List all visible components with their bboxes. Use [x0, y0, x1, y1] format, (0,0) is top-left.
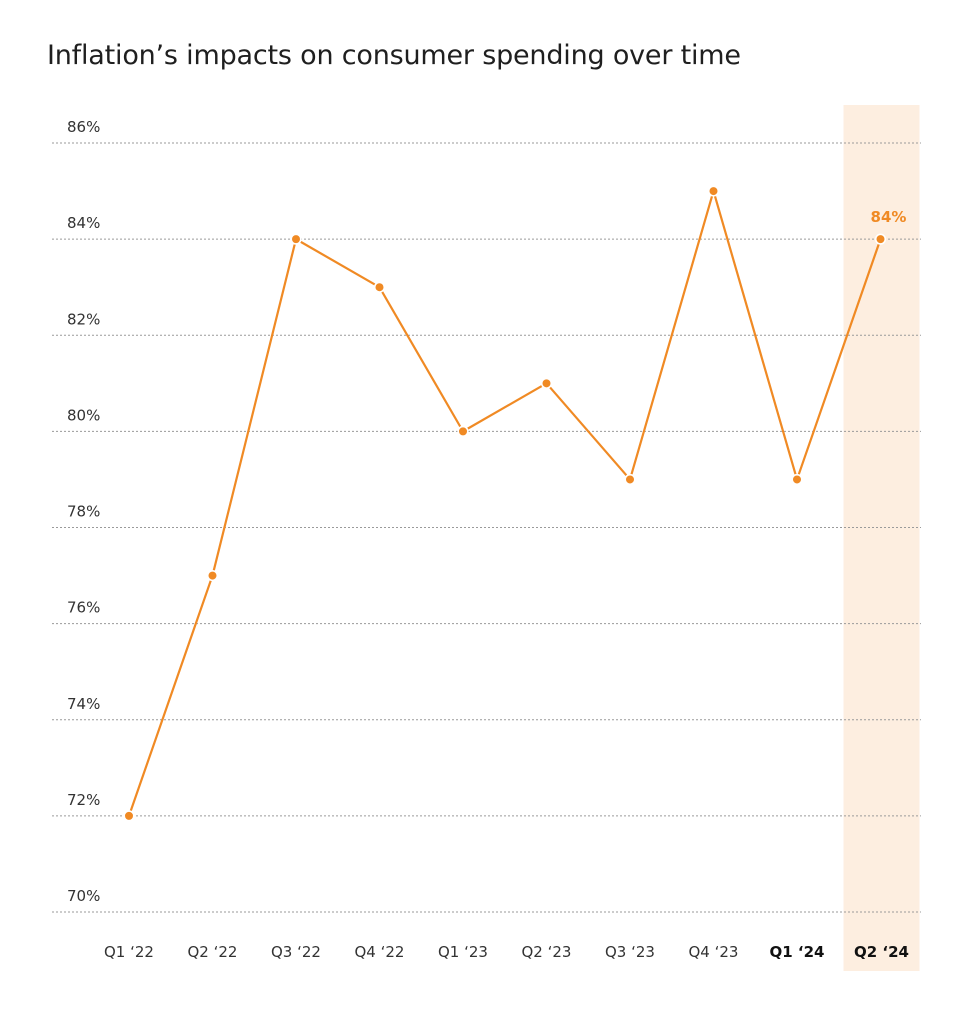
x-tick-label: Q3 ‘22: [271, 943, 321, 961]
x-tick-label: Q4 ‘23: [689, 943, 739, 961]
data-point: [290, 233, 302, 245]
y-tick-label: 84%: [67, 214, 100, 232]
y-tick-label: 74%: [67, 695, 100, 713]
y-tick-label: 76%: [67, 599, 100, 617]
data-label: 84%: [871, 208, 907, 226]
data-point: [123, 810, 135, 822]
data-point: [457, 425, 469, 437]
x-tick-label: Q3 ‘23: [605, 943, 655, 961]
y-tick-label: 70%: [67, 887, 100, 905]
highlight-column: [843, 105, 920, 971]
x-tick-label: Q4 ‘22: [355, 943, 405, 961]
data-point: [373, 281, 386, 293]
y-tick-label: 78%: [67, 503, 100, 521]
x-tick-label: Q2 ‘23: [522, 943, 572, 961]
x-tick-label: Q1 ‘24: [770, 943, 825, 961]
chart-title: Inflation’s impacts on consumer spending…: [47, 40, 741, 71]
y-tick-label: 72%: [67, 791, 100, 809]
data-point: [791, 473, 803, 486]
data-point: [874, 233, 887, 245]
y-tick-label: 82%: [67, 310, 100, 328]
x-tick-label: Q2 ‘22: [188, 943, 238, 961]
series-line: [127, 189, 882, 817]
x-tick-label: Q1 ‘23: [438, 943, 488, 961]
y-tick-label: 86%: [67, 118, 100, 136]
data-point: [540, 377, 553, 389]
data-point: [624, 473, 636, 486]
x-tick-label: Q1 ‘22: [104, 943, 154, 961]
data-point: [707, 185, 720, 197]
data-point: [206, 569, 219, 582]
y-tick-label: 80%: [67, 406, 100, 424]
x-tick-label: Q2 ‘24: [854, 943, 909, 961]
